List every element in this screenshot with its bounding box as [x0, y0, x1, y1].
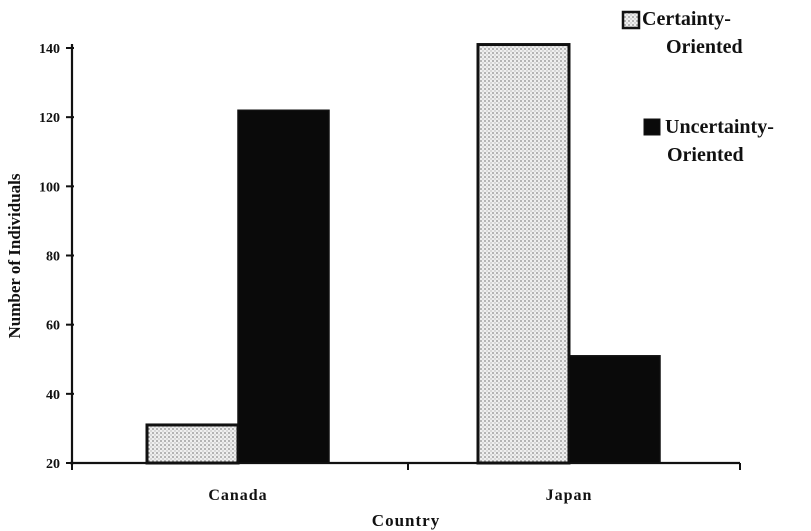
- y-tick-label: 100: [39, 180, 60, 195]
- legend-label-line2: Oriented: [666, 36, 743, 58]
- legend-label-line1: Certainty-: [642, 8, 731, 30]
- x-axis-label: Country: [372, 511, 440, 530]
- y-tick-label: 120: [39, 111, 60, 126]
- legend-label-line2: Oriented: [667, 144, 744, 166]
- legend-swatch-uncertainty: [643, 118, 661, 136]
- bar-uncertainty-oriented-japan: [568, 355, 661, 464]
- bar-certainty-oriented-japan: [476, 43, 571, 465]
- y-tick-label: 140: [39, 42, 60, 57]
- y-tick-label: 60: [46, 319, 60, 334]
- y-tick-label: 80: [46, 250, 60, 265]
- y-tick-label: 40: [46, 388, 60, 403]
- y-axis-label: Number of Individuals: [5, 173, 24, 338]
- legend-swatch-certainty: [621, 10, 641, 30]
- bar-certainty-oriented-canada: [145, 423, 240, 465]
- y-tick-label: 20: [46, 457, 60, 472]
- x-tick-label: Canada: [208, 487, 267, 504]
- x-tick-label: Japan: [546, 487, 593, 504]
- bar-uncertainty-oriented-canada: [237, 109, 330, 464]
- legend-label-line1: Uncertainty-: [665, 116, 774, 138]
